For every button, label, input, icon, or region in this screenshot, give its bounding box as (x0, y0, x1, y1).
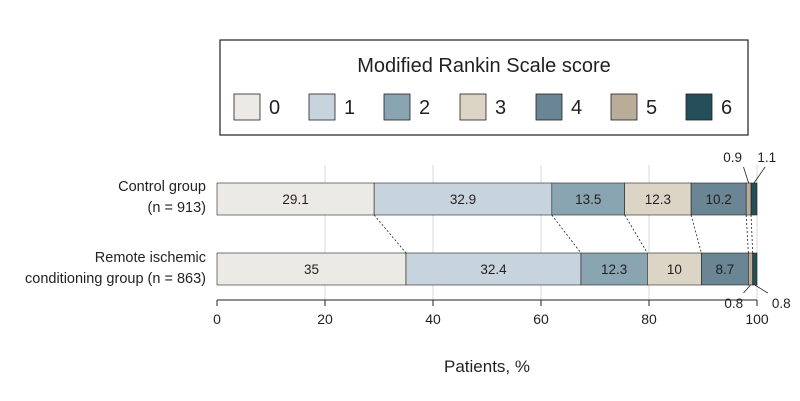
legend-label-0: 0 (269, 97, 280, 119)
x-tick-label-100: 100 (745, 311, 769, 327)
bar-segment-g1-mrs1 (405, 252, 582, 286)
callout-label-g1-mrs6: 0.8 (772, 296, 791, 311)
bar-segment-g0-mrs4 (690, 182, 747, 216)
callout-label-g0-mrs6: 1.1 (757, 150, 776, 165)
row-labels: Control group (n = 913) Remote ischemic … (25, 179, 206, 287)
callout-leader-g0-mrs6 (753, 166, 766, 184)
row-label-control-line1: Control group (118, 179, 206, 195)
bar-segment-g1-mrs6 (752, 252, 758, 286)
callout-leader-g1-mrs6 (754, 284, 769, 294)
data-label-g1-mrs1: 32.4 (480, 262, 507, 277)
bar-segment-g0-mrs0 (216, 182, 375, 216)
x-tick-label-60: 60 (533, 311, 549, 327)
legend-label-2: 2 (419, 97, 430, 119)
connector-line-6 (750, 214, 754, 254)
bar-segment-g1-mrs2 (580, 252, 648, 286)
x-axis: 0 20 40 60 80 100 Patients, % (213, 299, 769, 376)
row-label-control-line2: (n = 913) (148, 200, 206, 216)
connector-line-5 (745, 214, 749, 254)
x-tick-label-40: 40 (425, 311, 441, 327)
legend-items: 0 1 2 3 4 5 6 (233, 93, 732, 121)
x-tick-label-80: 80 (641, 311, 657, 327)
legend-swatch-5 (610, 93, 638, 121)
data-label-g1-mrs2: 12.3 (601, 262, 627, 277)
bars: 29.1 32.9 13.5 12.3 10.2 35 32.4 12.3 10 8.7 (216, 182, 758, 286)
connector-line-1 (373, 214, 407, 254)
data-label-g1-mrs3: 10 (667, 262, 682, 277)
x-axis-title: Patients, % (444, 357, 530, 376)
row-label-ric-line1: Remote ischemic (95, 250, 206, 266)
bar-segment-g0-mrs5 (745, 182, 752, 216)
legend-label-6: 6 (721, 97, 732, 119)
row-label-ric-line2: conditioning group (n = 863) (25, 271, 206, 287)
legend-label-3: 3 (495, 97, 506, 119)
bar-segment-g1-mrs4 (701, 252, 749, 286)
legend-label-1: 1 (344, 97, 355, 119)
bar-segment-g0-mrs6 (750, 182, 758, 216)
connector-line-3 (624, 214, 648, 254)
legend-swatch-4 (535, 93, 563, 121)
x-tick-label-0: 0 (213, 311, 221, 327)
data-label-g0-mrs1: 32.9 (450, 192, 476, 207)
legend-label-5: 5 (646, 97, 657, 119)
x-axis-ticks: 0 20 40 60 80 100 (213, 300, 769, 327)
bar-segment-g1-mrs0 (216, 252, 407, 286)
data-label-g1-mrs4: 8.7 (715, 262, 734, 277)
legend-swatch-1 (308, 93, 336, 121)
callout-leader-g0-mrs5 (743, 166, 750, 184)
data-label-g0-mrs0: 29.1 (282, 192, 308, 207)
data-label-g0-mrs3: 12.3 (645, 192, 671, 207)
connector-lines (373, 214, 754, 254)
data-label-g1-mrs0: 35 (304, 262, 319, 277)
bar-segment-g1-mrs3 (647, 252, 702, 286)
connector-line-4 (690, 214, 702, 254)
data-label-g0-mrs2: 13.5 (575, 192, 601, 207)
x-tick-label-20: 20 (317, 311, 333, 327)
legend-label-4: 4 (571, 97, 582, 119)
data-label-g0-mrs4: 10.2 (706, 192, 732, 207)
legend-swatch-0 (233, 93, 261, 121)
connector-line-2 (551, 214, 582, 254)
callout-label-g0-mrs5: 0.9 (723, 150, 742, 165)
bar-segment-g0-mrs1 (373, 182, 553, 216)
legend-swatch-6 (685, 93, 713, 121)
callout-leader-g1-mrs5 (743, 284, 751, 294)
legend: Modified Rankin Scale score 0 1 2 3 4 5 6 (219, 39, 749, 136)
callout-label-g1-mrs5: 0.8 (724, 296, 743, 311)
legend-swatch-2 (383, 93, 411, 121)
legend-swatch-3 (459, 93, 487, 121)
legend-title: Modified Rankin Scale score (357, 55, 610, 77)
bar-segment-g0-mrs2 (551, 182, 625, 216)
bar-segment-g0-mrs3 (624, 182, 692, 216)
bar-segment-g1-mrs5 (748, 252, 753, 286)
